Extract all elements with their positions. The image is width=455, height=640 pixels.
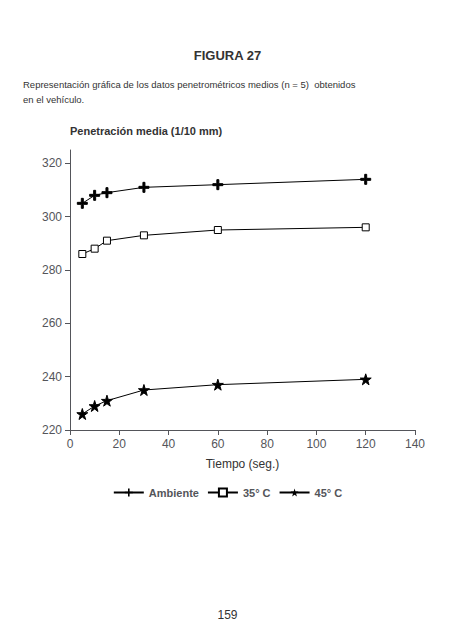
svg-text:320: 320	[42, 156, 62, 170]
svg-text:159: 159	[217, 608, 237, 622]
svg-text:300: 300	[42, 210, 62, 224]
svg-text:240: 240	[42, 370, 62, 384]
svg-text:en el vehículo.: en el vehículo.	[23, 94, 84, 105]
svg-text:40: 40	[162, 437, 176, 451]
svg-text:35° C: 35° C	[243, 487, 271, 499]
svg-text:80: 80	[260, 437, 274, 451]
svg-text:100: 100	[306, 437, 326, 451]
svg-text:Ambiente: Ambiente	[149, 487, 199, 499]
svg-text:45° C: 45° C	[315, 487, 343, 499]
svg-text:0: 0	[67, 437, 74, 451]
svg-text:Penetración media (1/10 mm): Penetración media (1/10 mm)	[70, 125, 223, 137]
svg-text:60: 60	[211, 437, 225, 451]
svg-text:260: 260	[42, 316, 62, 330]
svg-text:140: 140	[405, 437, 425, 451]
svg-text:Tiempo (seg.): Tiempo (seg.)	[206, 457, 280, 471]
svg-text:Representación gráfica de los: Representación gráfica de los datos pene…	[23, 79, 356, 90]
svg-text:FIGURA 27: FIGURA 27	[194, 48, 261, 63]
svg-text:280: 280	[42, 263, 62, 277]
svg-text:20: 20	[113, 437, 127, 451]
svg-text:220: 220	[42, 423, 62, 437]
svg-text:120: 120	[356, 437, 376, 451]
